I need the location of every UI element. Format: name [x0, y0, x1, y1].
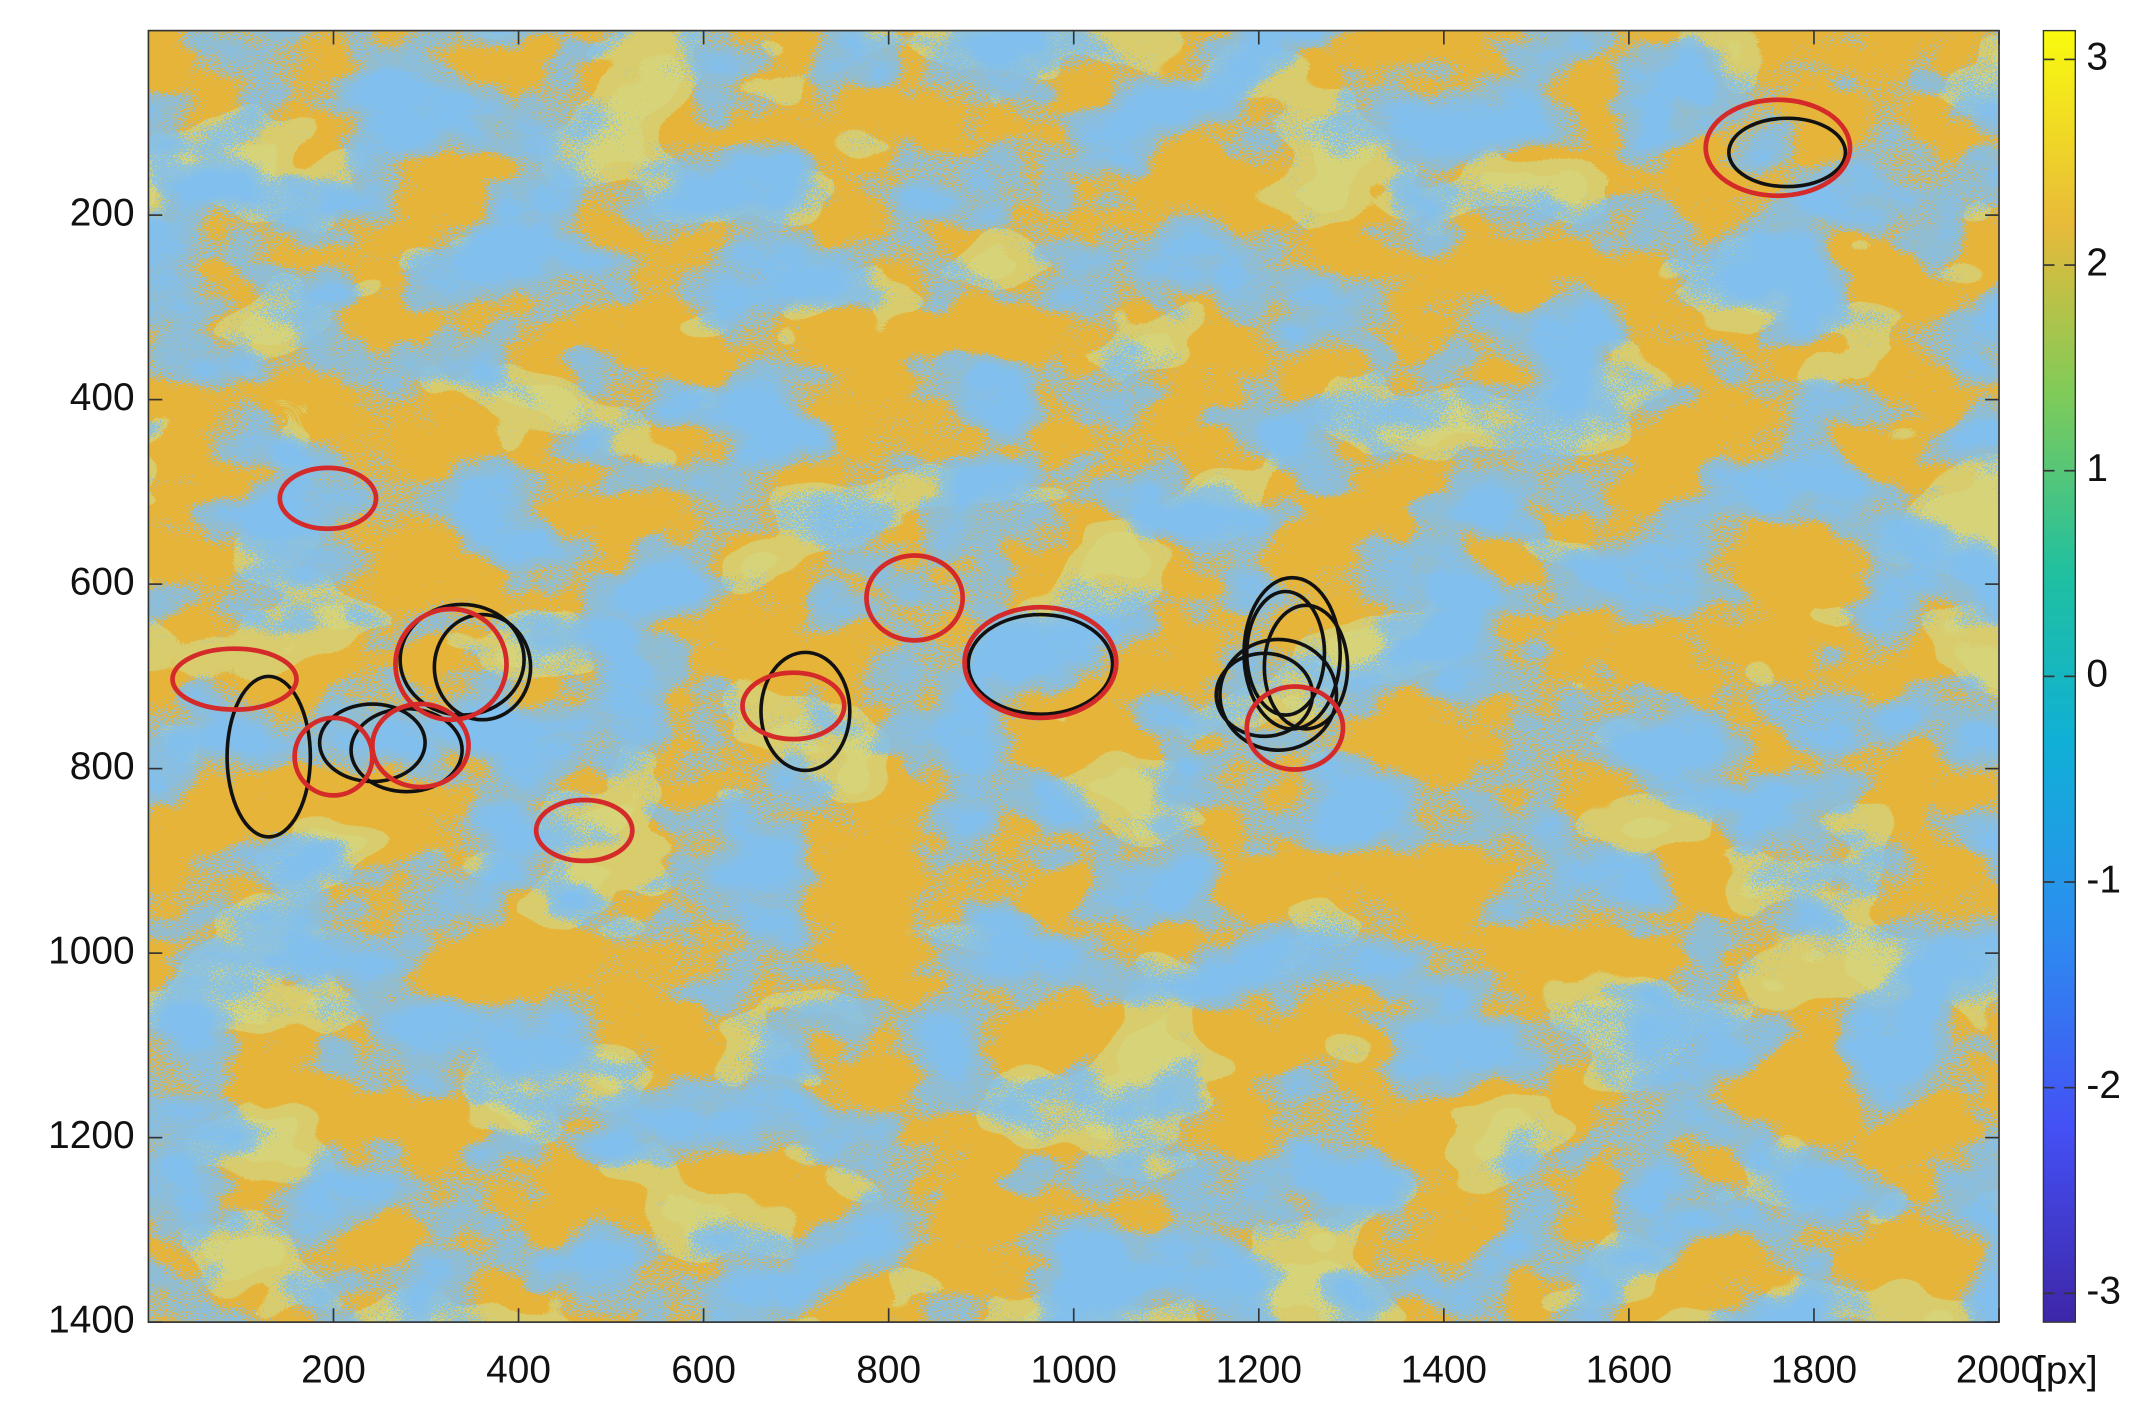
x-tick-label: 1600: [1586, 1348, 1672, 1391]
ellipse-marker: [966, 612, 1115, 716]
x-unit-label: [px]: [2035, 1350, 2098, 1393]
colorbar-tick-label: -2: [2086, 1064, 2121, 1107]
y-tick-label: 1000: [48, 929, 134, 972]
ellipse-marker: [432, 612, 533, 722]
y-tick-label: 200: [70, 191, 135, 234]
ellipse-marker: [864, 553, 966, 643]
x-tick-label: 2000: [1956, 1348, 2042, 1391]
ellipse-marker: [1218, 637, 1339, 752]
ellipse-marker: [962, 604, 1119, 721]
heatmap-image: [148, 30, 2000, 1323]
ellipse-marker: [277, 465, 379, 532]
y-tick-label: 1400: [48, 1298, 134, 1341]
y-tick-label: 600: [70, 560, 135, 603]
ellipse-layer: [170, 97, 1853, 864]
colorbar-tick-label: 1: [2086, 447, 2108, 490]
ellipse-marker: [759, 650, 852, 773]
ellipse-marker: [170, 646, 299, 712]
x-tick-label: 1200: [1216, 1348, 1302, 1391]
colorbar-tick-label: -3: [2086, 1270, 2121, 1313]
x-tick-label: 600: [671, 1348, 736, 1391]
ellipse-marker: [317, 702, 427, 784]
colorbar-tick-label: 2: [2086, 241, 2108, 284]
x-tick-label: 1800: [1771, 1348, 1857, 1391]
ellipse-marker: [1703, 97, 1853, 199]
y-tick-label: 800: [70, 745, 135, 788]
ellipse-marker: [1244, 589, 1327, 717]
x-tick-label: 1400: [1401, 1348, 1487, 1391]
x-tick-label: 1000: [1031, 1348, 1117, 1391]
x-tick-label: 400: [486, 1348, 551, 1391]
x-tick-label: 800: [856, 1348, 921, 1391]
ellipse-marker: [393, 606, 509, 723]
y-tick-label: 400: [70, 376, 135, 419]
ellipse-marker: [1262, 603, 1350, 731]
y-tick-label: 1200: [48, 1114, 134, 1157]
ellipse-marker: [1727, 116, 1848, 189]
colorbar-tick-label: -1: [2086, 858, 2121, 901]
colorbar-tick-label: 0: [2086, 653, 2108, 696]
colorbar-tick-label: 3: [2086, 36, 2108, 79]
ellipse-marker: [369, 701, 471, 790]
ellipse-marker: [1244, 684, 1346, 772]
ellipse-marker: [225, 674, 313, 839]
ellipse-marker: [349, 706, 464, 794]
x-tick-label: 200: [301, 1348, 366, 1391]
ellipse-marker: [740, 670, 847, 742]
ellipse-marker: [533, 797, 635, 864]
